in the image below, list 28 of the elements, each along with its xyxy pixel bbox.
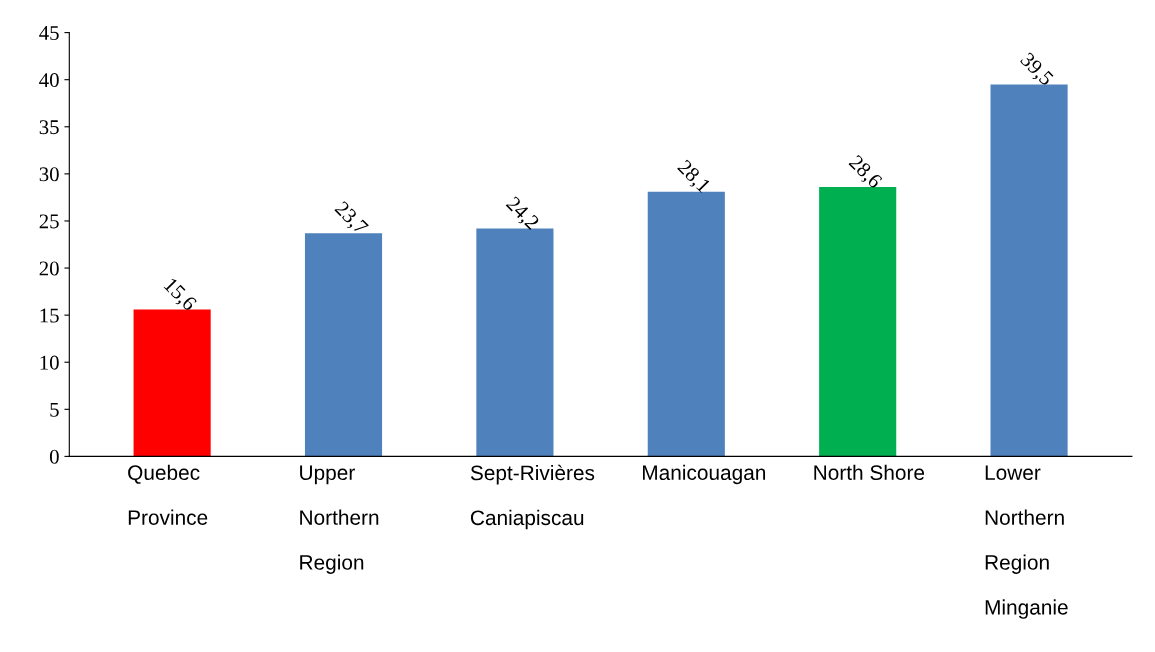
- y-tick-label: 25: [39, 214, 59, 229]
- bar: [819, 187, 897, 457]
- data-label: 28,1: [674, 159, 712, 196]
- data-label: 15,6: [161, 277, 198, 314]
- category-label: Upper Northern Region: [300, 465, 379, 574]
- bar: [990, 84, 1068, 457]
- category-label: Sept-Rivières Caniapiscau: [470, 464, 595, 530]
- y-tick-label: 45: [39, 26, 59, 41]
- data-label: 28,6: [846, 154, 884, 192]
- data-label: 23,7: [332, 200, 369, 238]
- y-tick-label: 10: [40, 355, 59, 370]
- y-tick-label: 30: [39, 167, 59, 182]
- y-tick-label: 15: [40, 308, 59, 323]
- bar: [133, 309, 211, 457]
- bar: [304, 233, 383, 457]
- y-tick-label: 35: [39, 120, 59, 135]
- x-tick-label: Manicouagan: [643, 464, 766, 485]
- y-tick-label: 0: [49, 449, 59, 464]
- data-label: 39,5: [1017, 51, 1055, 89]
- y-tick-label: 40: [39, 73, 59, 88]
- category-label: Quebec Province: [128, 464, 208, 525]
- y-tick-label: 5: [50, 402, 59, 417]
- bar: [476, 228, 554, 457]
- x-tick-label: North Shore: [814, 464, 925, 481]
- y-tick-label: 20: [39, 261, 59, 276]
- data-label: 24,2: [503, 195, 540, 233]
- bar: [647, 191, 725, 457]
- category-label: Lower Northern Region Minganie: [985, 465, 1068, 619]
